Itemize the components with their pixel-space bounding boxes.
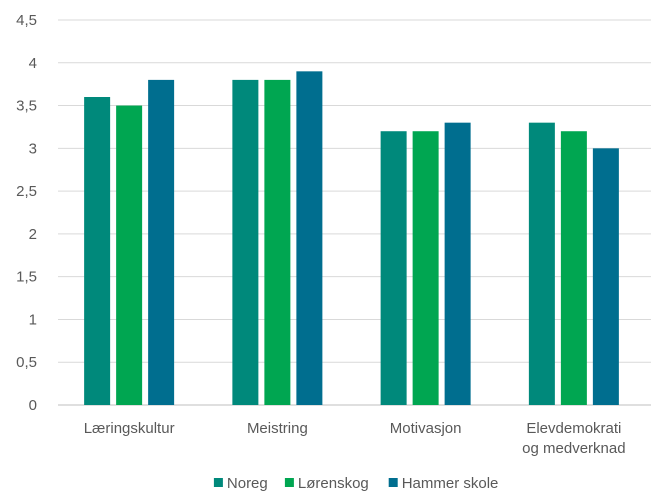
bar-lørenskog xyxy=(264,79,291,405)
y-tick-label: 4,5 xyxy=(16,12,37,29)
y-tick-label: 1,5 xyxy=(16,269,37,286)
legend-swatch xyxy=(388,478,398,487)
legend-swatch xyxy=(213,478,223,487)
bar-hammer-skole xyxy=(592,148,619,406)
x-tick-label: Motivasjon xyxy=(390,420,462,437)
bar-hammer-skole xyxy=(296,71,323,405)
y-tick-label: 4 xyxy=(29,55,37,72)
legend-label: Hammer skole xyxy=(402,475,499,492)
bar-lørenskog xyxy=(560,131,587,405)
y-tick-label: 2 xyxy=(29,226,37,243)
y-tick-label: 1 xyxy=(29,311,37,328)
y-tick-label: 3,5 xyxy=(16,98,37,115)
bar-lørenskog xyxy=(116,105,143,406)
x-tick-label: og medverknad xyxy=(522,440,625,457)
x-tick-label: Meistring xyxy=(247,420,308,437)
bar-hammer-skole xyxy=(148,79,175,405)
y-tick-label: 0 xyxy=(29,397,37,414)
y-tick-label: 2,5 xyxy=(16,183,37,200)
legend-label: Noreg xyxy=(227,475,268,492)
x-tick-label: Elevdemokrati xyxy=(526,420,621,437)
legend-label: Lørenskog xyxy=(298,475,369,492)
y-tick-label: 0,5 xyxy=(16,354,37,371)
bar-noreg xyxy=(528,122,555,406)
legend-swatch xyxy=(284,478,294,487)
bar-noreg xyxy=(84,97,111,405)
x-tick-label: Læringskultur xyxy=(84,420,175,437)
y-tick-label: 3 xyxy=(29,140,37,157)
bar-noreg xyxy=(232,79,259,405)
bar-noreg xyxy=(380,131,407,405)
bar-hammer-skole xyxy=(444,122,471,406)
bar-lørenskog xyxy=(412,131,439,405)
